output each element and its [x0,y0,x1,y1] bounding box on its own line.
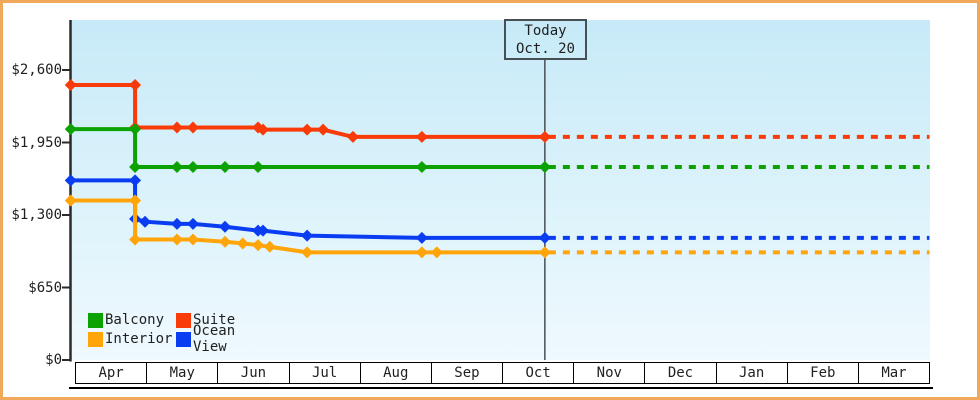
today-marker-box: Today Oct. 20 [504,19,587,60]
month-cell-mar: Mar [881,365,907,381]
legend-item-suite: Suite [176,312,264,328]
x-axis-month-row: Apr May Jun Jul Aug Sep Oct Nov Dec Jan Feb Mar [75,362,930,384]
interior-swatch-icon [88,331,103,347]
legend-label: Balcony [105,312,165,328]
ocean-view-swatch-icon [176,331,191,347]
y-tick-label: $1,300 [11,207,62,223]
month-cell-feb: Feb [788,363,859,383]
y-tick-label: $650 [28,279,62,296]
plot-area [71,20,930,360]
legend-label: Ocean View [193,323,236,355]
legend: Balcony Suite Interior Ocean View [88,312,264,355]
x-axis-underline [69,387,933,389]
today-label: Today [524,23,567,39]
y-tick-label: $1,950 [11,134,62,151]
y-tick-label: $2,600 [11,62,62,78]
month-cell-nov: Nov [574,363,646,383]
legend-item-interior: Interior [88,331,176,347]
month-cell-jul: Jul [290,363,361,383]
month-cell-jan: Jan [717,363,788,383]
month-cell-sep: Sep [432,363,504,383]
month-cell-apr: Apr [76,363,148,383]
legend-label: Interior [105,331,173,347]
legend-label: Suite [193,312,236,328]
month-cell-aug: Aug [361,363,432,383]
y-tick-label: $0 [45,352,62,368]
month-cell-may: May [147,363,219,383]
today-date: Oct. 20 [515,41,575,57]
month-cell-dec: Dec [645,363,717,383]
suite-swatch-icon [176,312,191,328]
balcony-swatch-icon [88,312,103,328]
month-cell-oct: Oct [503,363,575,383]
month-cell-jun: Jun [218,363,290,383]
legend-item-balcony: Balcony [88,312,176,328]
legend-item-ocean-view: Ocean View [176,323,264,355]
